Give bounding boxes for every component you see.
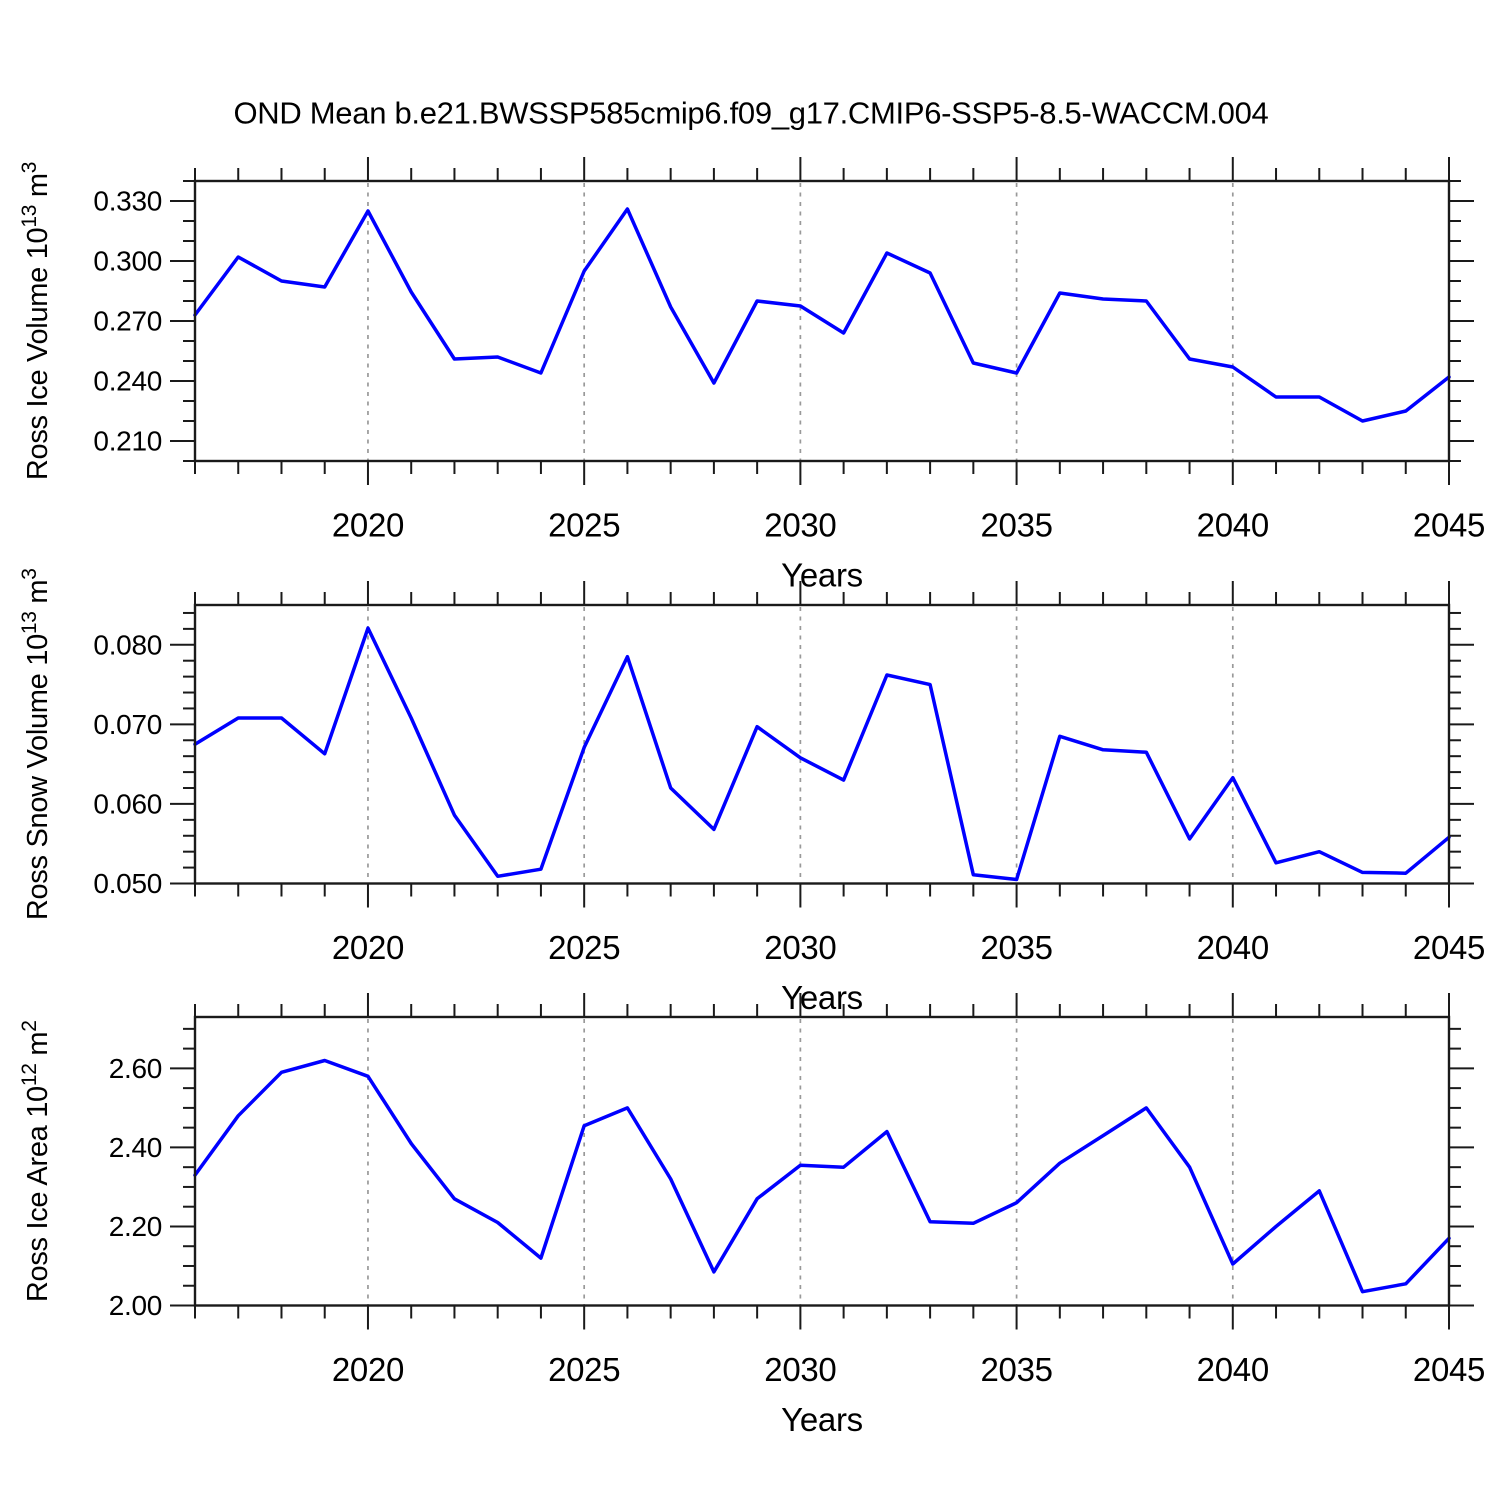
xtick-label: 2035 (980, 507, 1052, 544)
ross-ice-volume-line (193, 207, 1451, 423)
y-axis-label-superscript: 3 (18, 568, 41, 579)
xtick-label: 2020 (332, 507, 404, 544)
ytick-label: 2.20 (109, 1211, 162, 1242)
xtick-label: 2020 (332, 929, 404, 966)
ytick-label: 0.330 (93, 186, 162, 217)
ytick-label: 0.080 (93, 629, 162, 660)
y-axis-label-text: m (22, 580, 54, 612)
xtick-label: 2030 (764, 1351, 836, 1388)
ytick-label: 2.40 (109, 1132, 162, 1163)
xtick-label: 2045 (1413, 507, 1485, 544)
figure-title: OND Mean b.e21.BWSSP585cmip6.f09_g17.CMI… (233, 96, 1268, 131)
y-axis-label-text: Ross Ice Volume 10 (22, 228, 54, 481)
xtick-label: 2030 (764, 507, 836, 544)
xtick-label: 2035 (980, 1351, 1052, 1388)
y-axis-label: Ross Ice Area 1012 m2 (18, 1020, 55, 1302)
xtick-label: 2040 (1197, 929, 1269, 966)
xtick-label: 2025 (548, 507, 620, 544)
ross-ice-volume-panel: 0.210 0.240 0.270 0.300 0.330 2020 2025 2030 203… (18, 157, 1485, 594)
x-axis-label: Years (781, 557, 863, 594)
ytick-label: 0.070 (93, 709, 162, 740)
ytick-label: 2.60 (109, 1053, 162, 1084)
ross-snow-volume-frame (193, 603, 1451, 885)
y-axis-label-text: m (22, 173, 54, 205)
x-axis-label: Years (781, 979, 863, 1016)
xtick-label: 2025 (548, 929, 620, 966)
xtick-label: 2040 (1197, 507, 1269, 544)
y-axis-label-superscript: 13 (18, 611, 41, 634)
xtick-label: 2030 (764, 929, 836, 966)
y-axis-label: Ross Ice Volume 1013 m3 (18, 162, 55, 480)
ytick-label: 2.00 (109, 1290, 162, 1321)
xtick-label: 2045 (1413, 1351, 1485, 1388)
xtick-label: 2045 (1413, 929, 1485, 966)
xtick-label: 2040 (1197, 1351, 1269, 1388)
panels-group: 0.210 0.240 0.270 0.300 0.330 2020 2025 2030 203… (18, 157, 1486, 1438)
y-axis-label-text: Ross Snow Volume 10 (22, 634, 54, 920)
y-axis-label-text: Ross Ice Area 10 (22, 1086, 54, 1302)
y-axis-label-superscript: 12 (18, 1063, 41, 1086)
ross-snow-volume-panel: 0.050 0.060 0.070 0.080 2020 2025 2030 2035 2040… (18, 568, 1486, 1016)
xtick-label: 2035 (980, 929, 1052, 966)
xtick-label: 2025 (548, 1351, 620, 1388)
y-axis-label-superscript: 13 (18, 205, 41, 228)
y-axis-label-text: m (22, 1032, 54, 1064)
ross-snow-volume-line (193, 626, 1451, 882)
y-axis-label-superscript: 3 (18, 162, 41, 173)
ytick-label: 0.210 (93, 426, 162, 457)
x-axis-label: Years (781, 1401, 863, 1438)
ross-ice-area-frame (193, 1015, 1451, 1307)
y-axis-label: Ross Snow Volume 1013 m3 (18, 568, 55, 920)
ytick-label: 0.050 (93, 868, 162, 899)
ytick-label: 0.270 (93, 306, 162, 337)
ytick-label: 0.240 (93, 366, 162, 397)
ross-ice-area-line (193, 1058, 1451, 1294)
ytick-label: 0.300 (93, 246, 162, 277)
y-axis-label-superscript: 2 (18, 1020, 41, 1031)
ross-ice-area-panel: 2.00 2.20 2.40 2.60 2020 2025 2030 2035 2040 2045… (18, 993, 1485, 1438)
xtick-label: 2020 (332, 1351, 404, 1388)
ytick-label: 0.060 (93, 788, 162, 819)
